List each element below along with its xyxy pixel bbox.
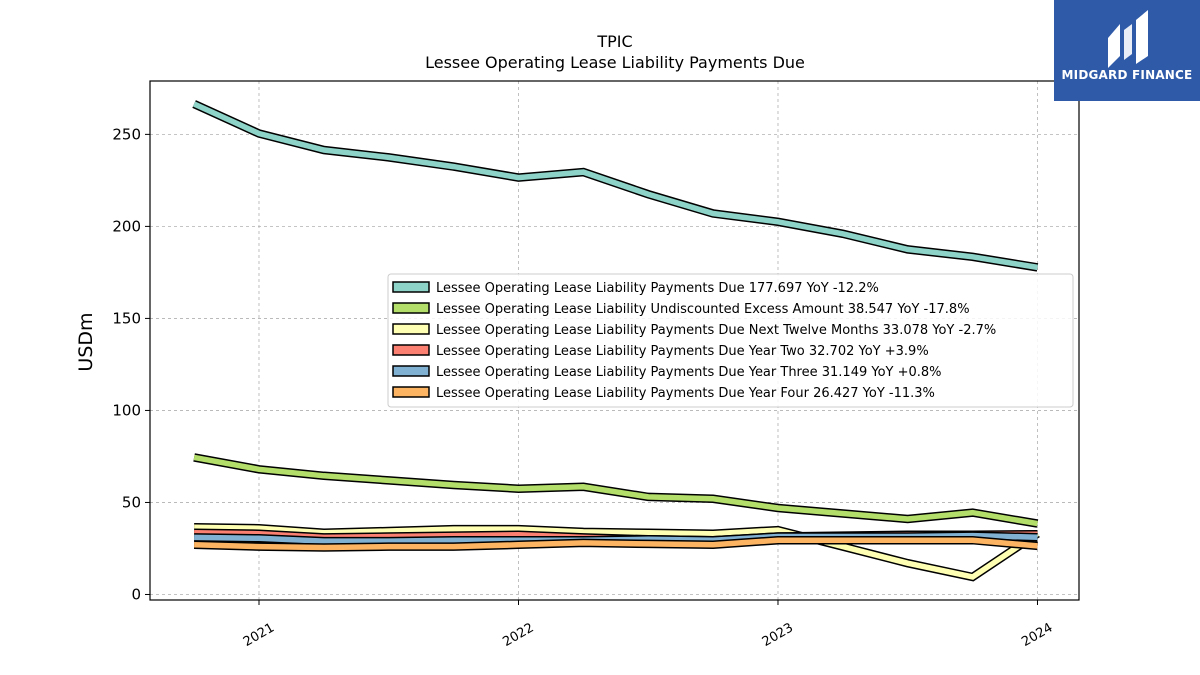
legend-swatch [392,365,430,377]
x-tick-label: 2023 [760,620,796,650]
series-2 [193,453,1039,528]
x-tick-label: 2021 [241,620,277,650]
chart-subtitle: Lessee Operating Lease Liability Payment… [425,53,805,72]
legend-box [387,273,1074,408]
y-tick-label: 50 [122,493,141,511]
y-tick-label: 100 [112,401,141,419]
y-tick-label: 0 [131,585,141,603]
series-line [194,524,1040,580]
y-tick-label: 200 [112,217,141,235]
legend-swatch [392,281,430,293]
series-line [194,537,1038,551]
series-6 [193,535,1038,552]
x-tick-label: 2022 [500,620,536,650]
y-axis-label: USDm [75,312,97,371]
legend: Lessee Operating Lease Liability Payment… [387,273,1074,408]
logo-text: MIDGARD FINANCE [1061,68,1193,82]
legend-label: Lessee Operating Lease Liability Payment… [436,323,996,338]
legend-swatch [392,302,430,314]
x-tick-label: 2024 [1019,620,1055,650]
series-1 [192,100,1039,272]
y-tick-label: 250 [112,125,141,143]
legend-swatch [392,323,430,335]
series-line [192,101,1038,271]
chart-title: TPIC [596,32,632,51]
legend-label: Lessee Operating Lease Liability Undisco… [436,302,970,317]
y-tick-label: 150 [112,309,141,327]
plot-frame [149,80,1080,601]
logo-mark-icon [1108,10,1148,68]
legend-swatch [392,386,430,398]
legend-swatch [392,344,430,356]
series-lines [192,100,1040,582]
series-3 [194,523,1040,582]
legend-label: Lessee Operating Lease Liability Payment… [436,365,942,380]
legend-label: Lessee Operating Lease Liability Payment… [436,386,935,401]
legend-label: Lessee Operating Lease Liability Payment… [436,344,929,359]
legend-label: Lessee Operating Lease Liability Payment… [436,281,879,296]
series-line [193,454,1038,527]
midgard-finance-logo: MIDGARD FINANCE [1054,0,1200,101]
